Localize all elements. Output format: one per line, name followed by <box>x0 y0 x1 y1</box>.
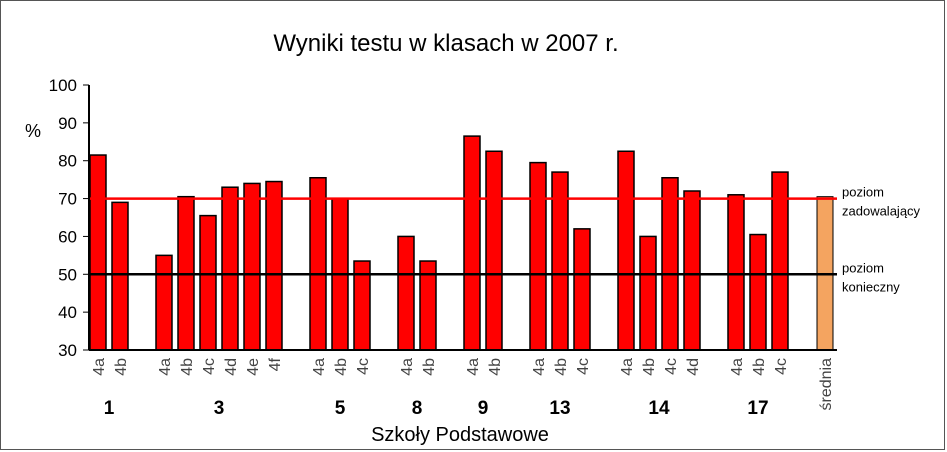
x-tick-label: 4a <box>311 358 328 376</box>
school-label: 1 <box>104 398 115 419</box>
bar <box>155 254 173 351</box>
x-tick-label: 4b <box>751 358 768 376</box>
x-tick-label: 4e <box>245 358 262 376</box>
x-tick-label: 4c <box>773 358 790 375</box>
y-tick-label: 100 <box>49 76 77 95</box>
x-tick-label: 4a <box>729 358 746 376</box>
y-tick-label: 70 <box>58 190 77 209</box>
bar <box>529 161 547 351</box>
x-tick-label: 4f <box>267 357 284 371</box>
x-tick-label: 4a <box>619 358 636 376</box>
bar <box>485 150 503 351</box>
school-label: 9 <box>478 398 489 419</box>
x-tick-label: 4c <box>355 358 372 375</box>
plot-area: 30 40 50 60 70 80 90 100 4a 4b 1 4a 4b 4c 4d 4e 4f 3 4a 4b 4… <box>49 76 921 419</box>
bar <box>639 235 657 351</box>
x-tick-label: 4a <box>465 358 482 376</box>
x-tick-label: 4a <box>531 358 548 376</box>
x-tick-label: 4b <box>487 358 504 376</box>
y-tick-label: 60 <box>58 227 77 246</box>
bar <box>309 177 327 351</box>
x-tick-label: 4b <box>179 358 196 376</box>
bar <box>397 235 415 351</box>
bar <box>617 150 635 351</box>
x-axis-label: Szkoły Podstawowe <box>371 424 549 446</box>
x-tick-label: 4c <box>201 358 218 375</box>
reference-line-label: poziom <box>842 260 884 275</box>
bar <box>463 135 481 351</box>
bar <box>727 194 745 351</box>
school-label: 14 <box>648 398 670 419</box>
y-tick-label: 50 <box>58 265 77 284</box>
bar <box>111 201 129 351</box>
school-label: 5 <box>335 398 346 419</box>
school-label: 8 <box>412 398 423 419</box>
bar <box>573 228 591 351</box>
x-tick-label: 4a <box>399 358 416 376</box>
bar <box>199 214 217 351</box>
reference-line-label: poziom <box>842 185 884 200</box>
x-tick-label: 4b <box>641 358 658 376</box>
average-label: średnia <box>818 358 835 411</box>
y-axis-label: % <box>25 121 41 141</box>
bar <box>661 177 679 351</box>
chart-title: Wyniki testu w klasach w 2007 r. <box>273 30 618 57</box>
bar <box>221 186 239 351</box>
x-tick-label: 4b <box>333 358 350 376</box>
bar <box>749 233 767 351</box>
y-tick-label: 80 <box>58 152 77 171</box>
school-label: 17 <box>747 398 768 419</box>
y-tick-label: 30 <box>58 341 77 360</box>
reference-line-label: zadowalający <box>842 204 921 219</box>
x-tick-label: 4b <box>553 358 570 376</box>
x-tick-label: 4b <box>421 358 438 376</box>
x-tick-label: 4c <box>663 358 680 375</box>
x-tick-label: 4d <box>223 358 240 376</box>
school-label: 3 <box>214 398 225 419</box>
x-tick-label: 4a <box>157 358 174 376</box>
bar <box>683 190 701 351</box>
school-label: 13 <box>549 398 570 419</box>
bar <box>89 154 107 351</box>
x-tick-label: 4d <box>685 358 702 376</box>
x-tick-label: 4b <box>113 358 130 376</box>
bar <box>243 182 261 351</box>
x-tick-label: 4c <box>575 358 592 375</box>
reference-line-label: konieczny <box>842 279 900 294</box>
x-tick-label: 4a <box>91 358 108 376</box>
bar <box>265 180 283 351</box>
y-tick-label: 90 <box>58 114 77 133</box>
y-tick-label: 40 <box>58 303 77 322</box>
